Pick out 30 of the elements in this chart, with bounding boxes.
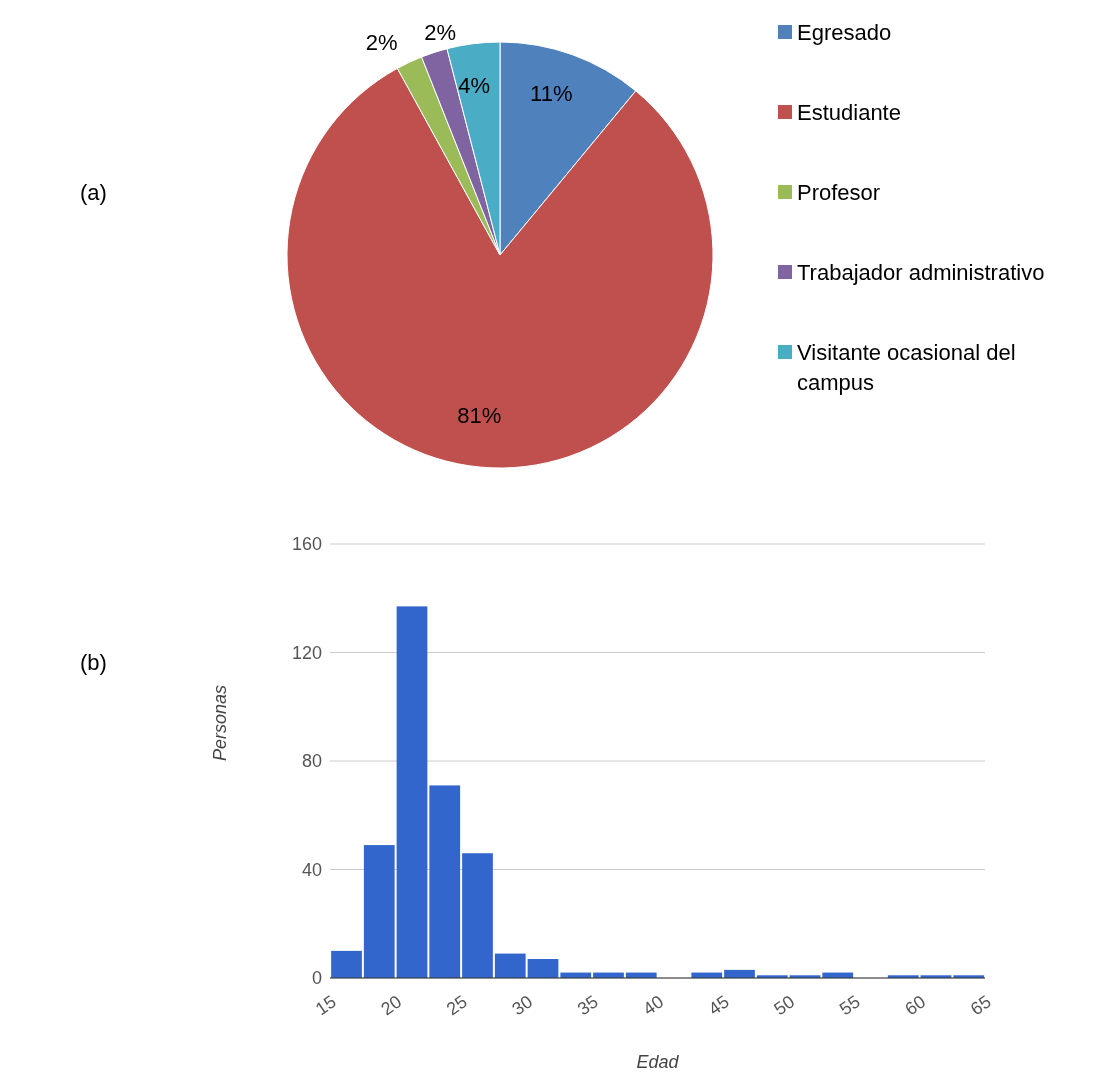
x-tick-label: 20 <box>377 991 406 1020</box>
x-tick-label: 60 <box>901 991 930 1020</box>
x-tick-label: 45 <box>704 991 733 1020</box>
legend-label: Trabajador administrativo <box>797 259 1045 287</box>
x-tick-label: 35 <box>573 991 602 1020</box>
y-tick-label: 160 <box>291 534 322 555</box>
x-tick-label: 50 <box>770 991 799 1020</box>
x-tick-label: 30 <box>508 991 537 1020</box>
x-tick-label: 15 <box>311 991 340 1020</box>
legend-label: Estudiante <box>797 99 901 127</box>
y-axis-title: Personas <box>210 684 231 761</box>
data-label: 2% <box>365 30 398 56</box>
x-axis-title: Edad <box>636 1052 680 1072</box>
data-label: 81% <box>457 402 502 428</box>
x-tick-label: 40 <box>639 991 668 1020</box>
legend-label: Egresado <box>797 19 892 47</box>
legend-label: Visitante ocasional del campus <box>797 339 1017 397</box>
data-label: 4% <box>458 72 491 98</box>
y-tick-label: 40 <box>301 859 322 880</box>
text: (a) <box>80 180 107 206</box>
data-label: 2% <box>424 19 457 45</box>
legend-label: Profesor <box>797 179 881 207</box>
y-tick-label: 0 <box>311 968 322 989</box>
x-tick-label: 65 <box>966 991 995 1020</box>
x-tick-label: 25 <box>442 991 471 1020</box>
x-tick-label: 55 <box>835 991 864 1020</box>
data-label: 11% <box>530 81 573 107</box>
y-tick-label: 120 <box>291 642 322 663</box>
text: (b) <box>80 650 107 676</box>
y-tick-label: 80 <box>301 751 322 772</box>
